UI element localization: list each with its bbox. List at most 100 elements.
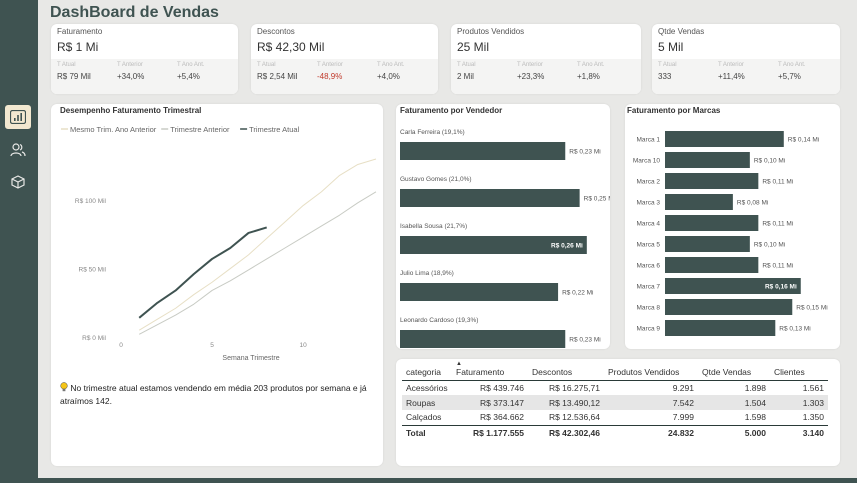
kpi-label: Faturamento — [57, 27, 103, 36]
bar — [400, 330, 566, 348]
table-cell: 9.291 — [672, 382, 694, 393]
category-label: Leonardo Cardoso (19,3%) — [400, 317, 478, 324]
bar — [665, 320, 776, 336]
y-tick-label: R$ 0 Mil — [82, 335, 106, 342]
kpi-sub-label: T Atual — [457, 62, 476, 68]
category-label: Carla Ferreira (19,1%) — [400, 129, 465, 136]
table-cell: 1.561 — [802, 382, 824, 393]
kpi-value: R$ 42,30 Mil — [257, 40, 325, 54]
table-cell: 1.504 — [698, 395, 770, 410]
kpi-label: Produtos Vendidos — [457, 27, 525, 36]
kpi-sub-label: T Anterior — [517, 62, 543, 68]
bar-chart-icon — [10, 110, 26, 124]
kpi-label: Qtde Vendas — [658, 27, 705, 36]
bar-value-label: R$ 0,23 Mi — [569, 337, 600, 344]
column-header[interactable]: Qtde Vendas — [698, 365, 770, 381]
vendor-chart-panel[interactable]: Faturamento por Vendedor Carla Ferreira … — [396, 104, 610, 349]
category-label: Marca 2 — [637, 179, 661, 186]
legend-label: Mesmo Trim. Ano Anterior — [70, 125, 157, 134]
column-header[interactable]: categoria — [402, 365, 452, 381]
line-chart-panel[interactable]: Desempenho Faturamento Trimestral Mesmo … — [51, 104, 383, 466]
users-icon — [10, 143, 26, 157]
kpi-label: Descontos — [257, 27, 295, 36]
kpi-card-qtde-vendas[interactable]: Qtde Vendas 5 Mil T Atual T Anterior T A… — [652, 24, 840, 94]
x-tick-label: 5 — [210, 342, 214, 349]
bar-value-label: R$ 0,25 Mi — [584, 196, 610, 203]
table-cell: Acessórios — [406, 382, 448, 393]
kpi-sub-value: R$ 2,54 Mil — [257, 72, 298, 81]
category-label: Marca 9 — [637, 326, 661, 333]
insight-note: No trimestre atual estamos vendendo em m… — [60, 382, 380, 407]
bar — [400, 283, 559, 301]
table-cell: R$ 13.490,12 — [528, 395, 604, 410]
kpi-sub-label: T Anterior — [718, 62, 744, 68]
series-line — [138, 226, 268, 319]
x-axis-title: Semana Trimestre — [222, 355, 279, 362]
vendor-bar-chart: Carla Ferreira (19,1%) R$ 0,23 Mi Gustavo … — [400, 129, 610, 348]
kpi-card-descontos[interactable]: Descontos R$ 42,30 Mil T Atual T Anterio… — [251, 24, 438, 94]
bottom-bar — [38, 478, 857, 483]
table-cell: R$ 16.275,71 — [548, 382, 600, 393]
kpi-value: 25 Mil — [457, 40, 490, 54]
kpi-sub-value: R$ 79 Mil — [57, 72, 91, 81]
category-label: Marca 5 — [637, 242, 661, 249]
kpi-card-faturamento[interactable]: Faturamento R$ 1 Mi T Atual T Anterior T… — [51, 24, 238, 94]
kpi-sub-label: T Atual — [57, 62, 76, 68]
line-chart-title: Desempenho Faturamento Trimestral — [60, 106, 202, 115]
bar — [665, 152, 750, 168]
nav-products-button[interactable] — [5, 170, 31, 194]
x-tick-label: 0 — [119, 342, 123, 349]
kpi-sub-label: T Ano Ant. — [177, 62, 205, 68]
nav-clients-button[interactable] — [5, 138, 31, 162]
table-row[interactable]: Roupas R$ 373.147 R$ 13.490,12 7.542 1.5… — [402, 395, 828, 410]
bar — [665, 257, 759, 273]
table-row[interactable]: Acessórios R$ 439.746 R$ 16.275,71 9.291… — [402, 380, 828, 395]
table-cell: 3.140 — [770, 424, 828, 440]
table-cell: R$ 42.302,46 — [528, 424, 604, 440]
legend-label: Trimestre Anterior — [170, 125, 230, 134]
kpi-sub-value: +23,3% — [517, 72, 545, 81]
bar — [665, 278, 801, 294]
series-line — [138, 158, 377, 331]
category-label: Gustavo Gomes (21,0%) — [400, 176, 472, 183]
table-cell: R$ 373.147 — [452, 395, 528, 410]
kpi-sub-value: +34,0% — [117, 72, 145, 81]
category-table-panel[interactable]: categoria ▲ Faturamento Descontos Produt… — [396, 359, 840, 466]
brand-chart-panel[interactable]: Faturamento por Marcas Marca 1 R$ 0,14 Mi… — [625, 104, 840, 349]
column-header[interactable]: Produtos Vendidos — [604, 365, 698, 381]
category-table: categoria ▲ Faturamento Descontos Produt… — [402, 361, 828, 440]
table-cell: 24.832 — [604, 424, 698, 440]
page-title: DashBoard de Vendas — [50, 4, 219, 21]
bar — [665, 173, 759, 189]
table-cell: 1.598 — [744, 412, 766, 423]
bar-value-label: R$ 0,10 Mi — [754, 242, 785, 249]
vendor-chart-title: Faturamento por Vendedor — [400, 106, 503, 115]
bar — [400, 189, 580, 207]
kpi-sub-value: +4,0% — [377, 72, 400, 81]
nav-dashboard-button[interactable] — [5, 105, 31, 129]
bar-value-label: R$ 0,13 Mi — [779, 326, 810, 333]
x-tick-label: 10 — [300, 342, 308, 349]
table-cell: Calçados — [406, 412, 442, 423]
table-cell: 7.999 — [672, 412, 694, 423]
category-label: Isabella Sousa (21,7%) — [400, 223, 467, 230]
bar — [665, 299, 793, 315]
column-header[interactable]: Descontos — [528, 365, 604, 381]
table-cell: 1.350 — [802, 412, 824, 423]
bar-value-label: R$ 0,10 Mi — [754, 158, 785, 165]
category-label: Marca 4 — [637, 221, 661, 228]
column-header[interactable]: ▲ Faturamento — [452, 361, 528, 381]
bar-value-label: R$ 0,08 Mi — [737, 200, 768, 207]
table-cell: 1.898 — [744, 382, 766, 393]
table-row[interactable]: Calçados R$ 364.662 R$ 12.536,64 7.999 1… — [402, 410, 828, 425]
bar-value-label: R$ 0,11 Mi — [762, 221, 793, 228]
bar-value-label: R$ 0,15 Mi — [796, 305, 827, 312]
bar-value-label: R$ 0,26 Mi — [551, 243, 583, 250]
table-cell: 7.542 — [604, 395, 698, 410]
table-cell: R$ 1.177.555 — [452, 424, 528, 440]
kpi-card-produtos-vendidos[interactable]: Produtos Vendidos 25 Mil T Atual T Anter… — [451, 24, 641, 94]
insight-text: No trimestre atual estamos vendendo em m… — [60, 383, 367, 406]
category-label: Marca 10 — [633, 158, 660, 165]
kpi-sub-label: T Ano Ant. — [577, 62, 605, 68]
column-header[interactable]: Clientes — [770, 365, 828, 381]
